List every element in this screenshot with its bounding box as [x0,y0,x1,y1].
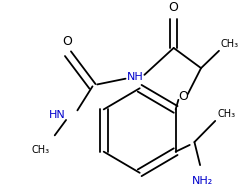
Text: O: O [169,1,179,14]
Text: HN: HN [49,110,66,120]
Text: O: O [62,35,72,48]
Text: NH: NH [126,72,143,82]
Text: CH₃: CH₃ [221,39,239,49]
Text: CH₃: CH₃ [217,109,235,119]
Text: CH₃: CH₃ [32,145,50,155]
Text: O: O [178,90,188,103]
Text: NH₂: NH₂ [192,176,214,186]
